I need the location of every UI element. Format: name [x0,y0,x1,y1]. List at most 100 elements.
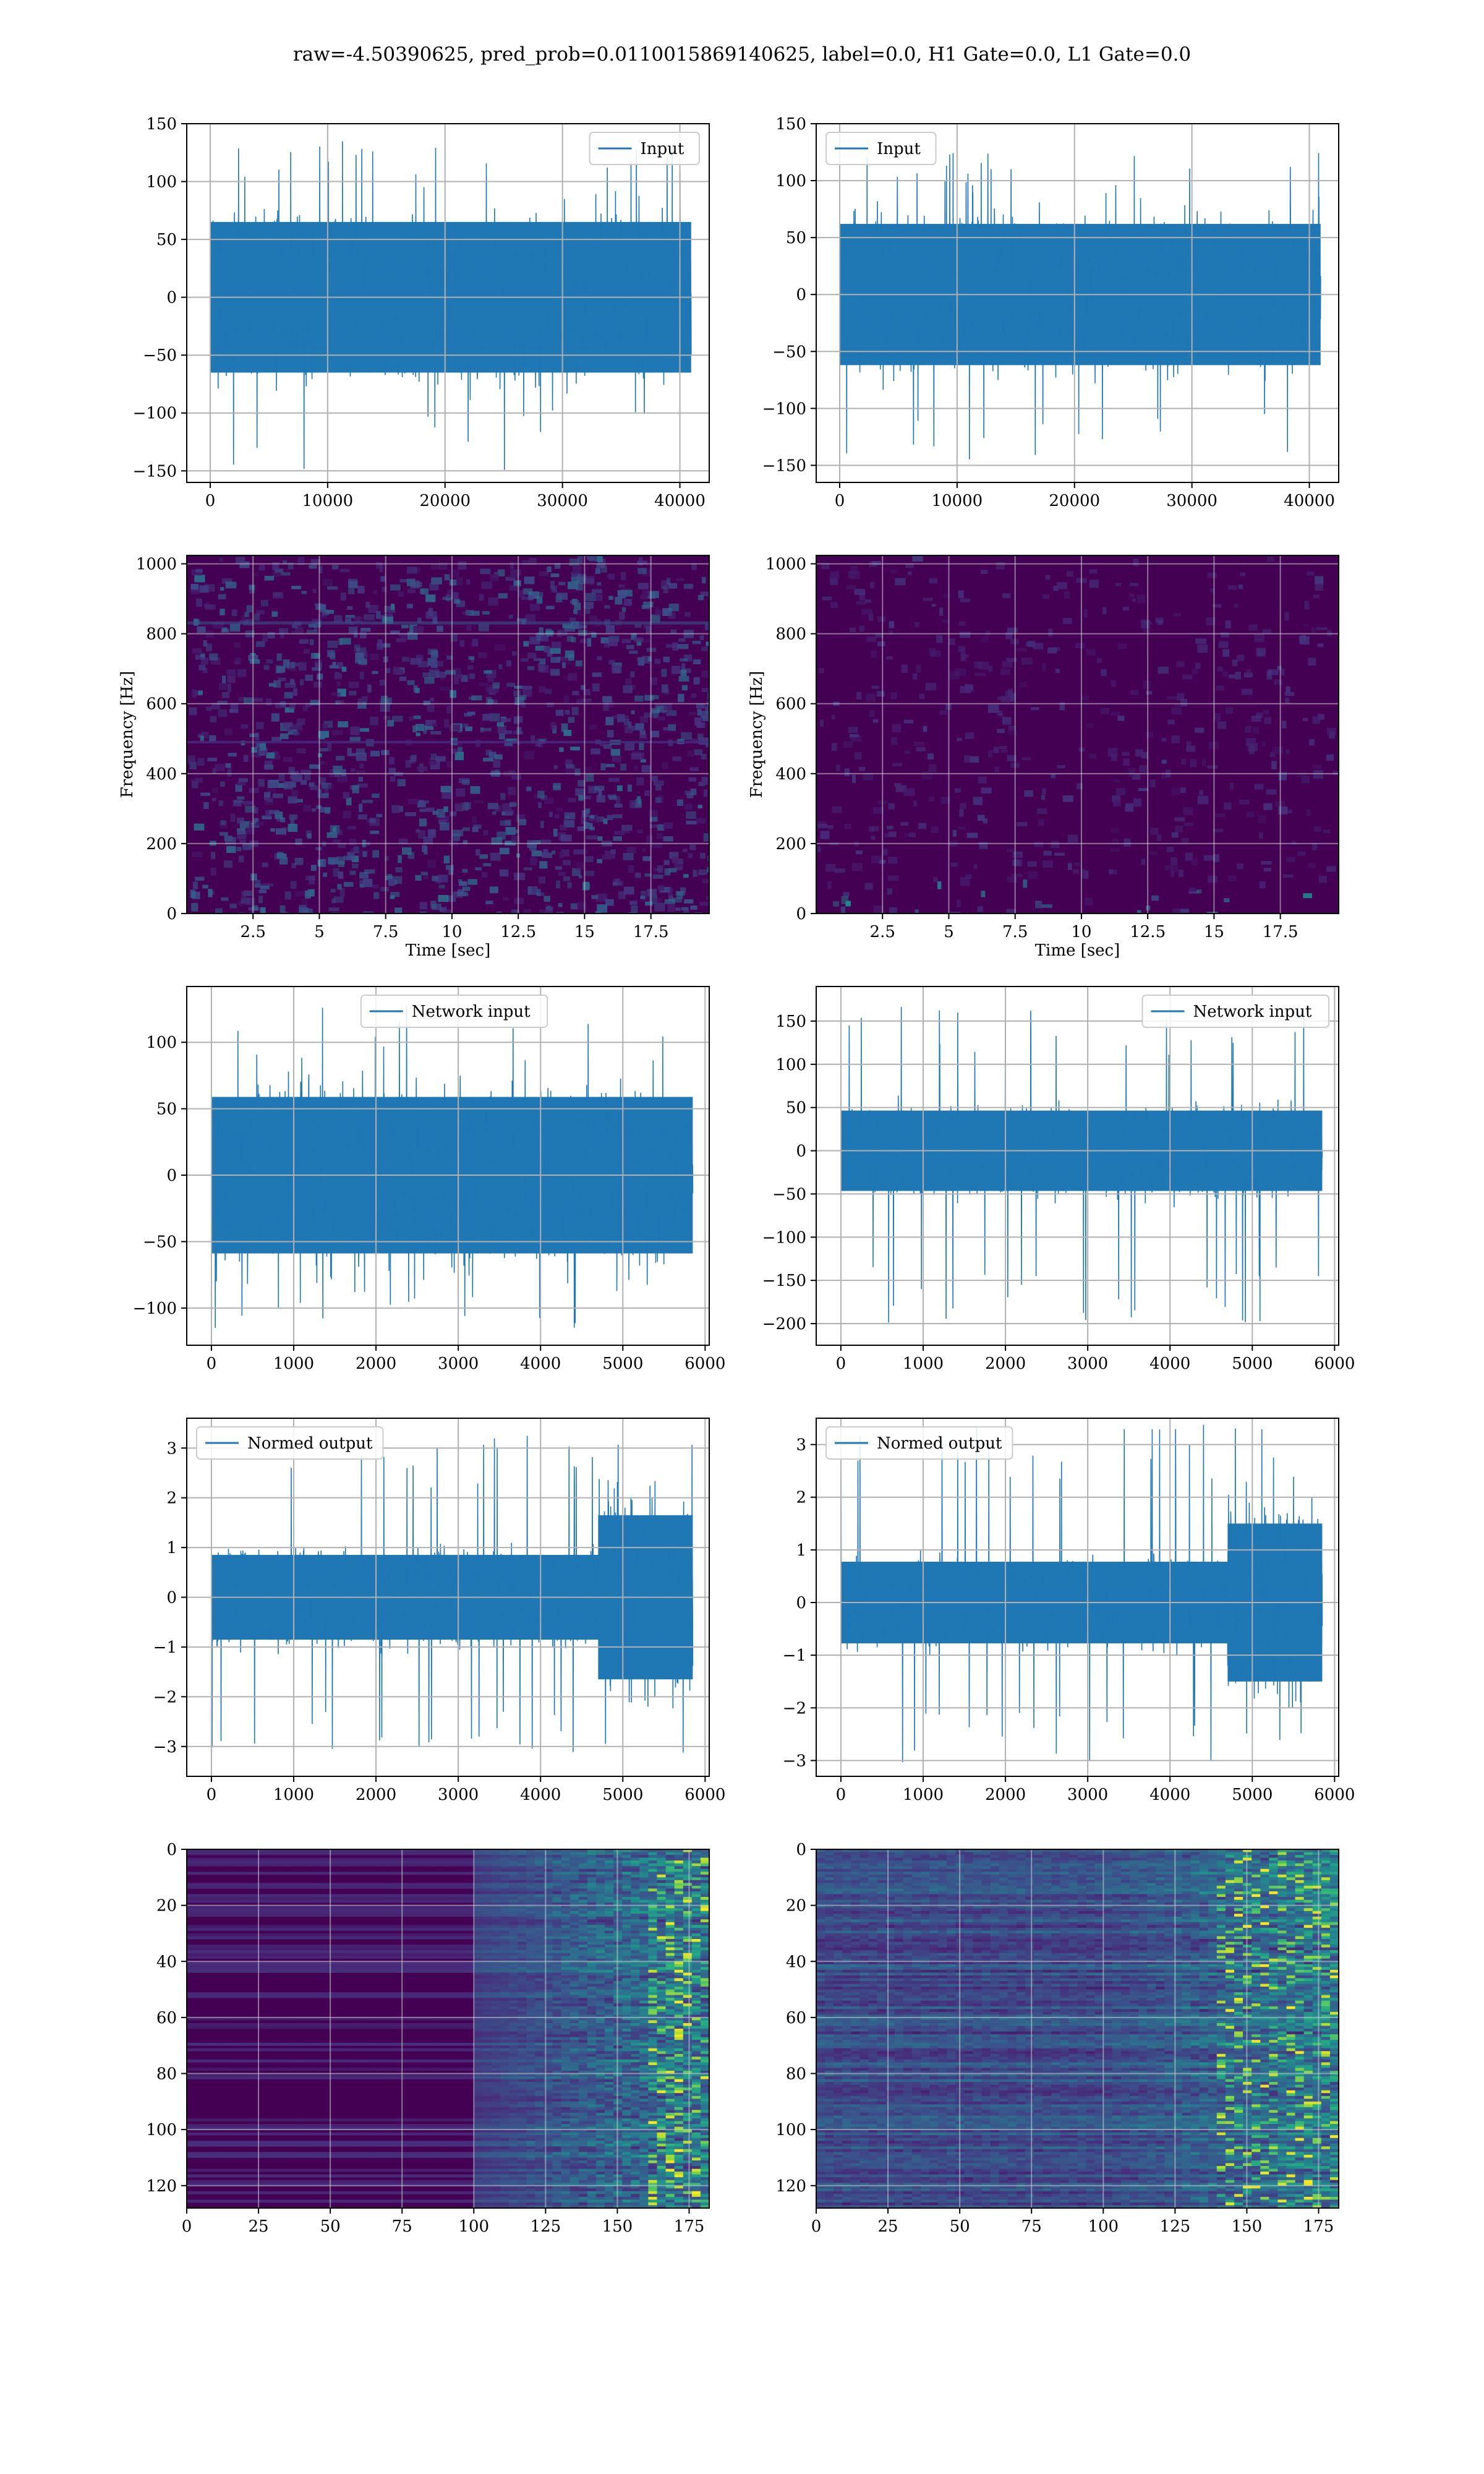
x-tick-label: 40000 [1284,492,1335,510]
x-tick-label: 3000 [438,1355,479,1373]
y-tick-label: 80 [786,2065,806,2084]
y-tick-label: −150 [133,462,177,481]
series-line [210,141,692,470]
y-tick-label: 0 [796,286,806,304]
y-tick-label: −200 [762,1315,806,1333]
y-tick-label: 60 [786,2009,806,2027]
x-tick-label: 2000 [985,1355,1026,1373]
x-tick-label: 2.5 [241,923,266,941]
x-tick-label: 0 [207,1786,217,1804]
y-tick-label: −2 [153,1688,177,1706]
y-tick-label: 0 [166,1841,177,1859]
series-line [840,1424,1323,1763]
y-tick-label: −3 [153,1738,177,1757]
heatmap-image [816,555,1339,914]
y-tick-label: 0 [796,1142,806,1161]
y-tick-label: −50 [772,343,806,361]
y-tick-label: 50 [786,1099,806,1118]
series-line [211,1436,694,1753]
y-tick-label: 0 [166,289,177,307]
y-tick-label: 800 [146,625,177,644]
legend: Normed output [196,1426,384,1460]
axes-frame [816,1418,1339,1777]
y-tick-label: −2 [783,1699,806,1718]
y-axis-label: Frequency [Hz] [118,671,137,798]
y-tick-label: 1 [166,1539,177,1557]
x-axis-label: Time [sec] [1035,941,1120,960]
subplot-network-input-right: 0 1000 2000 3000 4000 5000 6000−200−150−100−50… [762,986,1355,1373]
legend-box [589,132,700,165]
x-tick-label: 30000 [1166,492,1217,510]
y-tick-label: 0 [166,905,177,923]
x-tick-label: 40000 [654,492,706,510]
y-tick-label: 150 [146,115,177,134]
x-tick-label: 1000 [903,1786,944,1804]
x-tick-label: 20000 [1049,492,1100,510]
y-tick-label: −150 [762,1272,806,1290]
y-tick-label: 0 [166,1589,177,1607]
y-tick-label: 600 [146,695,177,714]
axes-frame [816,555,1339,914]
y-tick-label: 20 [156,1897,177,1915]
x-tick-label: 1000 [273,1786,314,1804]
legend-label: Network input [1193,1003,1312,1021]
legend-box [360,995,548,1028]
x-tick-label: 4000 [1149,1355,1190,1373]
y-tick-label: 600 [775,695,806,714]
y-tick-label: 0 [796,1594,806,1612]
x-tick-label: 10 [441,923,462,941]
x-tick-label: 3000 [1067,1355,1108,1373]
x-tick-label: 6000 [1314,1355,1355,1373]
y-tick-label: 100 [146,2121,177,2139]
y-tick-label: −150 [762,456,806,475]
y-tick-label: 0 [166,1166,177,1185]
subplot-input-right: 0 10000 20000 30000 40000 −150 −100 −50 0 50 100 15… [762,115,1339,510]
subplot-normed-output-left: 0 1000 2000 3000 4000 5000 6000 −3 −2 −1 0 1 2 3 Norme… [153,1418,725,1804]
y-tick-label: 3 [166,1439,177,1458]
y-tick-label: 3 [796,1436,806,1455]
y-tick-label: 1000 [765,555,806,574]
y-tick-label: 1 [796,1541,806,1560]
subplot-input-left: 0 10000 20000 30000 40000 −150 −100 −50 0 50 100 15… [133,115,710,510]
y-tick-label: 800 [775,625,806,644]
x-tick-label: 0 [207,1355,217,1373]
subplot-spectrogram-right: 2.5 5 7.5 10 12.5 15 17.5 0 200 400 600 800 1000 Time… [748,555,1339,960]
x-tick-label: 75 [392,2217,412,2236]
x-axis-label: Time [sec] [406,941,491,960]
x-tick-label: 15 [574,923,595,941]
y-tick-label: 60 [156,2009,177,2027]
x-tick-label: 5 [944,923,954,941]
legend: Input [825,132,937,165]
x-tick-label: 5000 [1232,1355,1273,1373]
y-tick-label: 0 [796,1841,806,1859]
subplot-normed-output-right: 0 1000 2000 3000 4000 5000 6000 −3 −2 −1 0 1 2 3 Norme… [783,1418,1355,1804]
axes-frame [816,986,1339,1346]
x-tick-label: 12.5 [500,923,536,941]
x-tick-label: 50 [950,2217,970,2236]
x-tick-label: 6000 [1314,1786,1355,1804]
x-tick-label: 100 [1088,2217,1119,2236]
subplot-feature-map-left: 0 25 50 75 100 125 150 175 0 20 40 60 80 100 120 [146,1841,710,2236]
axes-frame [816,1849,1339,2209]
x-tick-label: 6000 [684,1355,725,1373]
y-tick-label: 50 [156,231,177,249]
x-tick-label: 30000 [537,492,588,510]
y-tick-label: 100 [146,173,177,192]
subplot-spectrogram-left: 2.5 5 7.5 10 12.5 15 17.5 0 200 400 600 800 1000 Time… [118,555,710,960]
series-line [211,1006,694,1329]
legend-box [825,1426,1013,1460]
y-tick-label: 80 [156,2065,177,2084]
x-tick-label: 5000 [602,1786,643,1804]
axes-frame [186,123,710,483]
x-tick-label: 125 [531,2217,561,2236]
y-tick-label: 2 [166,1489,177,1508]
x-tick-label: 0 [836,1355,846,1373]
y-tick-label: −50 [772,1185,806,1204]
legend-label: Normed output [247,1434,373,1453]
subplot-network-input-left: 0 1000 2000 3000 4000 5000 6000 −100 −50 0 50 100 Ne… [133,986,725,1373]
x-tick-label: 0 [835,492,845,510]
subplot-feature-map-right: 0 25 50 75 100 125 150 175 0 20 40 60 80 100 120 [775,1841,1339,2236]
legend-label: Input [641,140,684,158]
x-tick-label: 1000 [273,1355,314,1373]
